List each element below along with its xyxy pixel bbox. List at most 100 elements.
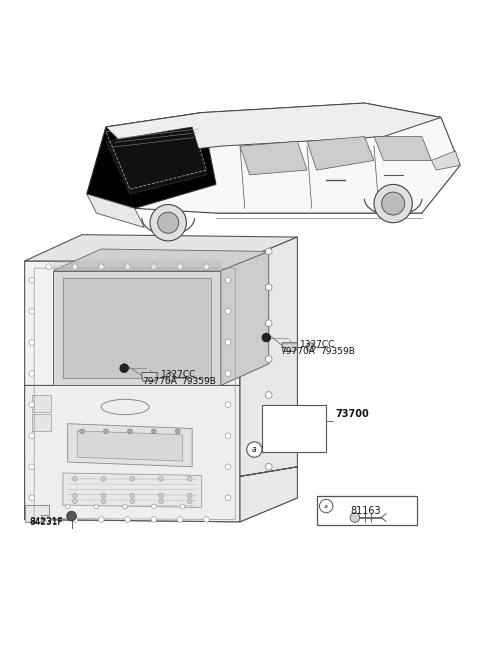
Circle shape: [247, 442, 262, 457]
Polygon shape: [63, 473, 202, 508]
Circle shape: [29, 464, 35, 470]
Text: 84231F: 84231F: [29, 518, 63, 527]
Polygon shape: [53, 249, 269, 270]
Polygon shape: [262, 405, 326, 453]
Circle shape: [72, 476, 77, 481]
Circle shape: [104, 429, 108, 434]
Circle shape: [98, 516, 104, 522]
Circle shape: [29, 340, 35, 345]
Polygon shape: [87, 194, 144, 228]
Circle shape: [120, 364, 129, 373]
Circle shape: [130, 493, 135, 498]
Polygon shape: [240, 237, 298, 522]
Polygon shape: [282, 343, 298, 352]
Polygon shape: [317, 497, 417, 525]
Circle shape: [67, 511, 76, 521]
Polygon shape: [106, 103, 441, 155]
Circle shape: [187, 476, 192, 481]
Text: 1327CC: 1327CC: [300, 340, 335, 349]
Text: 81163: 81163: [350, 506, 381, 516]
Circle shape: [262, 333, 271, 342]
Polygon shape: [32, 395, 51, 412]
Circle shape: [150, 205, 186, 241]
Circle shape: [187, 499, 192, 504]
Text: a: a: [252, 445, 257, 454]
Text: 84231F: 84231F: [29, 517, 63, 526]
Circle shape: [158, 493, 163, 498]
Circle shape: [204, 264, 209, 270]
Circle shape: [320, 499, 333, 513]
Polygon shape: [432, 151, 460, 170]
Polygon shape: [240, 237, 298, 522]
Circle shape: [265, 356, 272, 363]
Circle shape: [225, 464, 231, 470]
Circle shape: [225, 340, 231, 345]
Polygon shape: [221, 251, 269, 386]
Circle shape: [180, 504, 185, 509]
Circle shape: [128, 429, 132, 434]
Polygon shape: [374, 136, 432, 161]
Circle shape: [225, 495, 231, 501]
Circle shape: [158, 476, 163, 481]
Circle shape: [265, 284, 272, 291]
Text: 79770A: 79770A: [142, 377, 177, 386]
Circle shape: [65, 504, 70, 509]
Circle shape: [29, 277, 35, 283]
Circle shape: [125, 516, 131, 522]
Circle shape: [204, 516, 209, 522]
Text: 73700: 73700: [336, 409, 370, 419]
Circle shape: [101, 493, 106, 498]
Polygon shape: [68, 424, 192, 467]
Circle shape: [225, 371, 231, 377]
Circle shape: [166, 373, 175, 381]
Polygon shape: [32, 414, 51, 431]
Circle shape: [72, 493, 77, 498]
Circle shape: [94, 504, 99, 509]
Polygon shape: [24, 261, 240, 522]
Circle shape: [46, 516, 51, 522]
Polygon shape: [77, 431, 182, 461]
Circle shape: [101, 499, 106, 504]
Circle shape: [72, 264, 78, 270]
Circle shape: [177, 516, 183, 522]
Circle shape: [101, 476, 106, 481]
Circle shape: [125, 264, 131, 270]
Circle shape: [152, 504, 156, 509]
Polygon shape: [63, 277, 211, 379]
Circle shape: [29, 495, 35, 501]
Circle shape: [307, 343, 315, 352]
Circle shape: [265, 428, 272, 434]
Circle shape: [72, 516, 78, 522]
Circle shape: [72, 499, 77, 504]
Circle shape: [265, 392, 272, 398]
Circle shape: [265, 320, 272, 327]
Circle shape: [98, 264, 104, 270]
Circle shape: [152, 429, 156, 434]
Circle shape: [175, 429, 180, 434]
Polygon shape: [87, 113, 216, 209]
Polygon shape: [240, 141, 307, 175]
Circle shape: [130, 499, 135, 504]
Text: 79359B: 79359B: [321, 348, 355, 356]
Circle shape: [29, 401, 35, 407]
Circle shape: [80, 429, 84, 434]
Circle shape: [225, 433, 231, 439]
Circle shape: [350, 513, 360, 522]
Circle shape: [151, 516, 157, 522]
Polygon shape: [106, 127, 206, 194]
Polygon shape: [24, 505, 48, 522]
Text: 1327CC: 1327CC: [161, 370, 196, 379]
Text: 79770A: 79770A: [281, 348, 315, 356]
Circle shape: [29, 371, 35, 377]
Circle shape: [151, 264, 157, 270]
Text: 79359B: 79359B: [181, 377, 216, 386]
Circle shape: [158, 499, 163, 504]
Circle shape: [265, 248, 272, 255]
Polygon shape: [53, 270, 221, 386]
Circle shape: [225, 401, 231, 407]
Circle shape: [225, 308, 231, 314]
Circle shape: [177, 264, 183, 270]
Circle shape: [187, 493, 192, 498]
Circle shape: [130, 476, 135, 481]
Polygon shape: [24, 386, 240, 522]
